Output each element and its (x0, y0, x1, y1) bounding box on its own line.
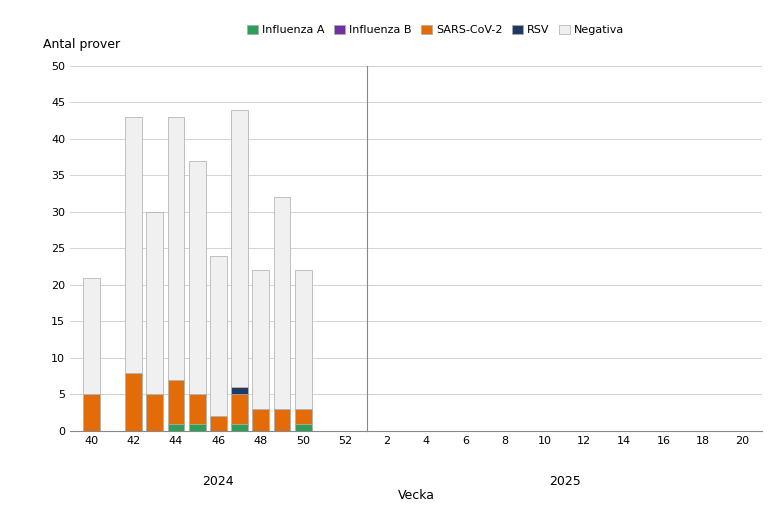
Bar (167, 117, 184, 380)
Bar (189, 394, 205, 424)
Bar (295, 270, 312, 409)
Bar (231, 424, 248, 431)
Bar (295, 409, 312, 424)
Bar (210, 416, 227, 431)
Bar (252, 409, 269, 431)
Text: 2024: 2024 (202, 475, 234, 488)
Bar (274, 197, 290, 409)
Bar (125, 373, 142, 431)
Legend: Influenza A, Influenza B, SARS-CoV-2, RSV, Negativa: Influenza A, Influenza B, SARS-CoV-2, RS… (243, 21, 629, 40)
Bar (146, 394, 163, 431)
Bar (295, 424, 312, 431)
Bar (231, 394, 248, 424)
Bar (146, 212, 163, 394)
Bar (167, 424, 184, 431)
Bar (231, 110, 248, 387)
Bar (231, 387, 248, 394)
Bar (167, 380, 184, 424)
Bar (252, 270, 269, 409)
Bar (189, 424, 205, 431)
Bar (82, 394, 100, 431)
Bar (82, 278, 100, 394)
Bar (210, 256, 227, 416)
Text: 2025: 2025 (548, 475, 580, 488)
Text: Vecka: Vecka (398, 489, 435, 502)
Text: Antal prover: Antal prover (44, 39, 121, 51)
Bar (274, 409, 290, 431)
Bar (189, 161, 205, 394)
Bar (125, 117, 142, 373)
